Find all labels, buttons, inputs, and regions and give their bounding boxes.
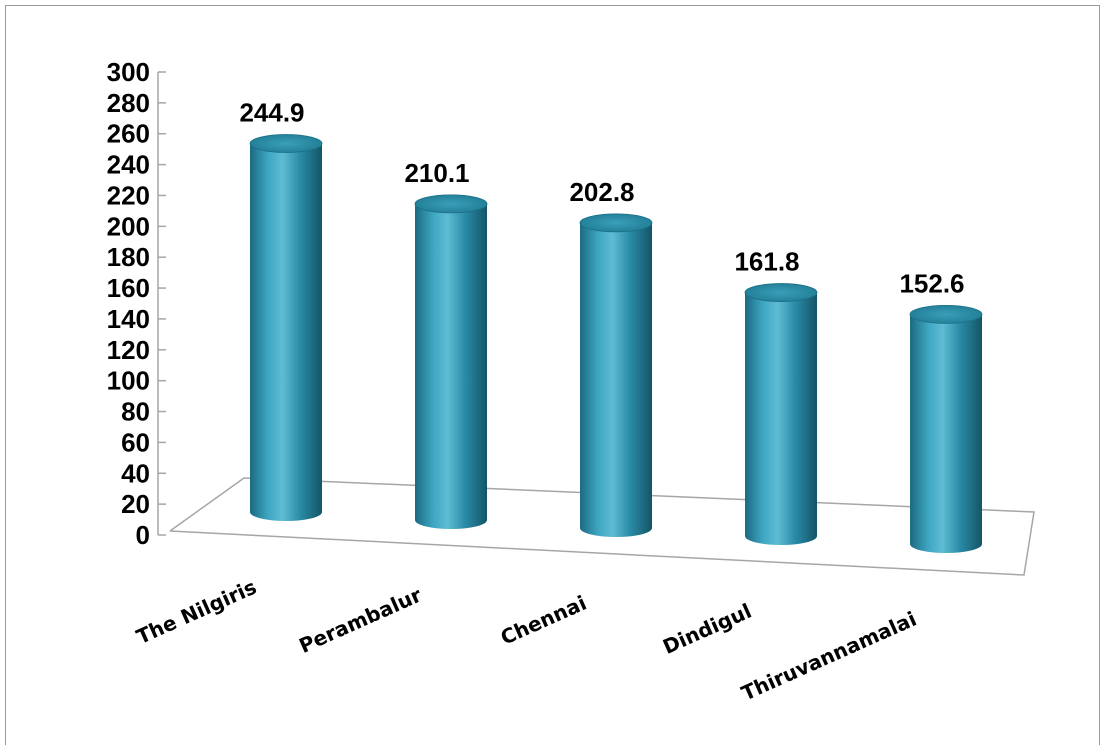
bar-top [249,134,323,153]
x-category-label: The Nilgiris [133,575,260,649]
data-label: 161.8 [734,247,799,277]
data-labels: 244.9 210.1 202.8 161.8 152.6 [239,98,964,299]
bar-body [580,222,652,537]
data-label: 210.1 [404,158,469,188]
y-tick-label: 60 [121,427,150,457]
y-tick-label: 180 [107,242,150,272]
y-tick-label: 260 [107,119,150,149]
bar-top [744,283,818,302]
y-tick-label: 300 [107,57,150,87]
bar-top [909,304,983,324]
bar-thiruvannamalai [909,304,983,553]
data-label: 202.8 [569,177,634,207]
bar-top [579,213,653,233]
y-tick-label: 280 [107,88,150,118]
bar-the-nilgiris [249,134,323,521]
y-tick-label: 140 [107,304,150,334]
bar-dindigul [744,283,818,545]
bar-body [745,292,817,545]
bar-top [414,194,488,214]
axis-floor [157,72,1035,576]
x-category-label: Perambalur [295,583,425,658]
bar-chennai [579,213,653,537]
x-category-label: Chennai [497,591,590,650]
data-label: 244.9 [239,98,304,128]
bar-body [415,203,487,530]
y-tick-label: 120 [107,335,150,365]
y-tick-label: 220 [107,180,150,210]
y-tick-label: 200 [107,211,150,241]
y-tick-label: 80 [121,397,150,427]
y-tick-label: 20 [121,489,150,519]
y-tick-label: 240 [107,150,150,180]
bar-body [910,314,982,553]
x-axis-labels: The Nilgiris Perambalur Chennai DindigulThi… [133,575,920,706]
x-category-label: Dindigul [659,599,755,659]
bar-body [250,143,322,521]
y-tick-label: 40 [121,458,150,488]
y-tick-label: 0 [136,520,150,550]
y-tick-label: 160 [107,273,150,303]
bars [249,134,983,553]
data-label: 152.6 [899,268,964,298]
y-axis: 0204060801001201401601802002202402602803… [107,57,166,550]
y-tick-label: 100 [107,366,150,396]
bar-perambalur [414,194,488,530]
x-category-label: Thiruvannamalai [738,607,920,706]
